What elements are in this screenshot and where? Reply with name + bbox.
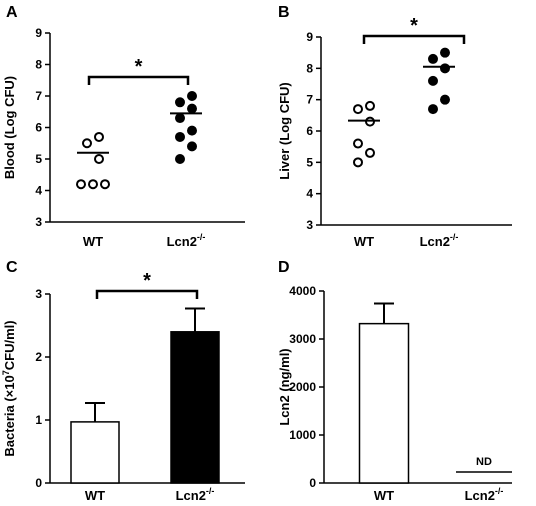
panel-b: B 3 4 5 6 7 8 9 Liver (Log CFU) WT Lcn2-/- * xyxy=(277,4,512,249)
y-axis-label: Lcn2 (ng/ml) xyxy=(277,348,292,425)
y-axis-label-superscript: 7 xyxy=(1,370,11,375)
data-point-filled xyxy=(175,131,185,142)
data-point-filled xyxy=(187,91,197,101)
data-point-filled xyxy=(175,97,185,108)
x-category-label: Lcn2-/- xyxy=(420,232,459,249)
y-tick-label: 3 xyxy=(35,287,42,301)
x-category-label: WT xyxy=(354,234,374,249)
x-category-name: WT xyxy=(374,488,394,503)
y-tick-label: 6 xyxy=(35,121,42,135)
x-category-label: WT xyxy=(374,488,394,503)
data-point-open xyxy=(353,138,363,149)
data-point-filled xyxy=(187,141,197,152)
data-point-filled xyxy=(187,125,197,136)
data-point-filled xyxy=(440,63,450,74)
x-category-label: Lcn2-/- xyxy=(176,486,215,503)
data-point-open xyxy=(82,138,92,149)
y-tick-label: 4000 xyxy=(289,284,316,298)
data-point-filled xyxy=(175,113,185,124)
data-point-filled xyxy=(428,53,438,64)
data-point-open xyxy=(76,179,86,190)
panel-a: A 3 4 5 6 7 8 9 Blood (Log CFU) WT Lcn2-/- * xyxy=(2,4,245,249)
significance-label: * xyxy=(410,15,418,37)
data-point-open xyxy=(365,147,375,158)
panel-letter: A xyxy=(6,4,18,21)
y-tick-label: 8 xyxy=(306,61,313,75)
y-tick-label: 4 xyxy=(306,187,313,201)
y-tick-label: 0 xyxy=(35,476,42,490)
y-axis-label-main: Bacteria (×10 xyxy=(2,375,17,456)
data-point-open xyxy=(100,179,110,190)
panel-letter: C xyxy=(6,259,18,276)
x-category-superscript: -/- xyxy=(450,232,459,242)
y-tick-label: 5 xyxy=(35,152,42,166)
x-category-name: WT xyxy=(354,234,374,249)
y-tick-label: 6 xyxy=(306,124,313,138)
y-tick-label: 7 xyxy=(306,93,313,107)
y-tick-label: 1000 xyxy=(289,428,316,442)
x-category-superscript: -/- xyxy=(206,486,215,496)
bar xyxy=(358,322,410,484)
y-tick-label: 1 xyxy=(35,413,42,427)
y-tick-label: 2000 xyxy=(289,380,316,394)
data-point-filled xyxy=(428,75,438,86)
panel-d: D 0 1000 2000 3000 4000 Lcn2 (ng/ml) WT Lcn2-/- N… xyxy=(277,259,512,503)
bar xyxy=(170,331,220,484)
data-point-filled xyxy=(440,94,450,105)
data-point-open xyxy=(88,179,98,190)
y-axis-label-tail: CFU/ml) xyxy=(2,320,17,370)
y-tick-label: 7 xyxy=(35,89,42,103)
y-tick-label: 9 xyxy=(306,30,313,44)
significance-label: * xyxy=(135,56,143,78)
x-category-name: Lcn2 xyxy=(167,234,197,249)
x-category-name: Lcn2 xyxy=(420,234,450,249)
panel-c: C 0 1 2 3 Bacteria (×107CFU/ml) WT Lcn2-/- * xyxy=(1,259,245,503)
y-tick-label: 4 xyxy=(35,184,42,198)
data-point-open xyxy=(353,157,363,168)
y-tick-label: 3 xyxy=(35,215,42,229)
y-tick-label: 3000 xyxy=(289,332,316,346)
nd-label: ND xyxy=(476,456,492,468)
data-point-open xyxy=(365,100,375,111)
x-category-superscript: -/- xyxy=(495,486,504,496)
x-category-name: WT xyxy=(83,234,103,249)
x-category-label: WT xyxy=(85,488,105,503)
data-point-filled xyxy=(428,104,438,115)
data-point-filled xyxy=(187,103,197,114)
x-category-label: Lcn2-/- xyxy=(465,486,504,503)
x-category-name: Lcn2 xyxy=(176,488,206,503)
y-axis-label: Bacteria (×107CFU/ml) xyxy=(1,320,17,456)
significance-bracket xyxy=(87,75,190,85)
y-tick-label: 3 xyxy=(306,218,313,232)
bar xyxy=(70,421,120,484)
data-point-open xyxy=(94,154,104,164)
data-point-filled xyxy=(440,47,450,58)
data-point-open xyxy=(353,104,363,115)
significance-bracket xyxy=(95,289,199,299)
x-category-name: Lcn2 xyxy=(465,488,495,503)
x-category-label: Lcn2-/- xyxy=(167,232,206,249)
y-tick-label: 8 xyxy=(35,58,42,72)
data-point-open xyxy=(94,131,104,142)
y-tick-label: 5 xyxy=(306,155,313,169)
significance-label: * xyxy=(143,270,151,292)
x-category-name: WT xyxy=(85,488,105,503)
x-category-superscript: -/- xyxy=(197,232,206,242)
y-tick-label: 9 xyxy=(35,26,42,40)
significance-bracket xyxy=(362,34,466,44)
y-axis-label: Liver (Log CFU) xyxy=(277,82,292,180)
x-category-label: WT xyxy=(83,234,103,249)
panel-letter: D xyxy=(278,259,290,276)
y-axis-label: Blood (Log CFU) xyxy=(2,76,17,179)
data-point-filled xyxy=(175,154,185,164)
y-tick-label: 2 xyxy=(35,350,42,364)
y-tick-label: 0 xyxy=(309,476,316,490)
panel-letter: B xyxy=(278,4,290,21)
